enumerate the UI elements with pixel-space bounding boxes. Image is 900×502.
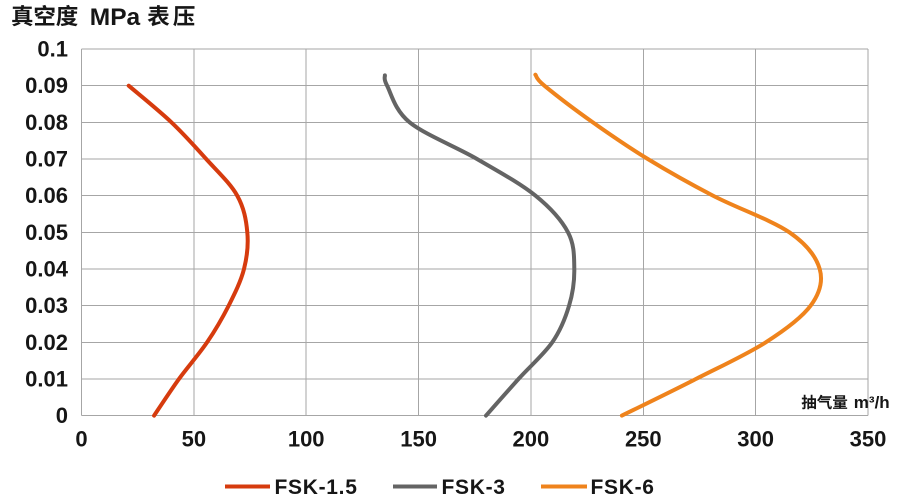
svg-text:0.03: 0.03 bbox=[25, 293, 68, 318]
svg-text:0.01: 0.01 bbox=[25, 366, 68, 391]
svg-text:0.09: 0.09 bbox=[25, 73, 68, 98]
svg-text:350: 350 bbox=[850, 427, 887, 452]
svg-text:50: 50 bbox=[182, 427, 206, 452]
svg-text:FSK-3: FSK-3 bbox=[442, 476, 506, 499]
svg-text:100: 100 bbox=[288, 427, 325, 452]
svg-text:0: 0 bbox=[75, 427, 87, 452]
svg-text:250: 250 bbox=[625, 427, 662, 452]
svg-text:0.02: 0.02 bbox=[25, 330, 68, 355]
svg-text:0.05: 0.05 bbox=[25, 220, 68, 245]
svg-text:0.04: 0.04 bbox=[25, 257, 69, 282]
svg-text:0.06: 0.06 bbox=[25, 183, 68, 208]
svg-text:300: 300 bbox=[737, 427, 774, 452]
svg-text:0: 0 bbox=[56, 403, 68, 428]
svg-text:150: 150 bbox=[400, 427, 437, 452]
svg-text:FSK-1.5: FSK-1.5 bbox=[275, 476, 358, 499]
svg-text:0.07: 0.07 bbox=[25, 147, 68, 172]
svg-text:0.1: 0.1 bbox=[37, 37, 68, 62]
svg-text:0.08: 0.08 bbox=[25, 110, 68, 135]
svg-text:m³/h: m³/h bbox=[854, 393, 890, 412]
svg-text:200: 200 bbox=[513, 427, 550, 452]
svg-text:MPa: MPa bbox=[90, 4, 141, 31]
svg-text:FSK-6: FSK-6 bbox=[591, 476, 655, 499]
